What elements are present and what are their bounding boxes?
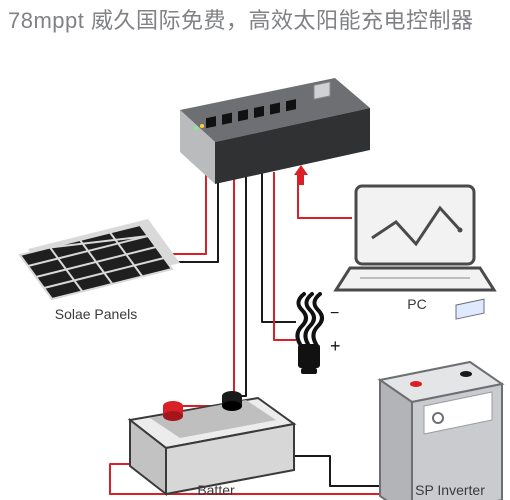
diagram-stage: − + — [0, 0, 510, 500]
solar-panels — [20, 219, 180, 299]
wire-controller-battery-red — [173, 172, 234, 406]
mppt-controller — [180, 78, 370, 185]
plus-label: + — [330, 336, 341, 356]
battery-terminal-neg — [222, 391, 242, 411]
battery — [130, 391, 294, 494]
pc-laptop — [336, 186, 494, 290]
wire-controller-pc-red — [298, 172, 352, 218]
sp-inverter — [380, 299, 502, 500]
solar-panels-label: Solae Panels — [36, 306, 156, 322]
cfl-bulb: − + — [297, 294, 340, 374]
wire-controller-bulb-black — [262, 172, 296, 322]
minus-label: − — [330, 305, 339, 322]
battery-label: Batter — [186, 482, 246, 498]
wire-controller-bulb-red — [274, 172, 296, 340]
inverter-label: SP Inverter — [400, 482, 500, 498]
battery-terminal-pos — [163, 401, 183, 421]
wire-solar-controller-red — [160, 172, 206, 254]
pc-label: PC — [392, 296, 442, 312]
arrow-icon — [294, 165, 308, 185]
